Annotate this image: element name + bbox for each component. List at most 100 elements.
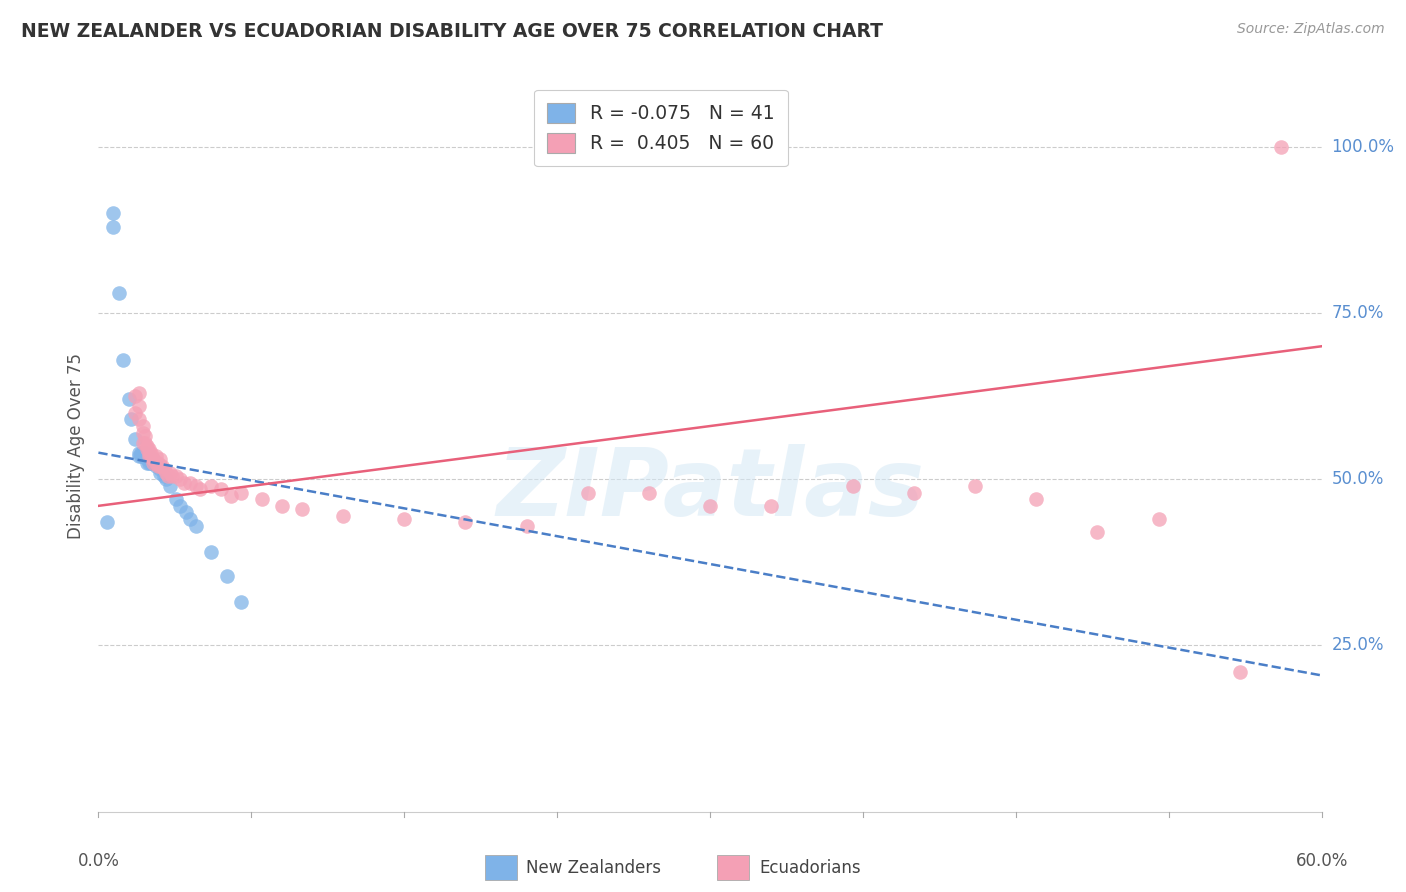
Point [134,429,156,443]
Point [145,449,167,463]
Point [145,458,167,473]
Text: ZIPatlas: ZIPatlas [496,444,924,536]
Point [209,482,232,496]
Point [173,475,195,490]
Point [124,389,146,403]
Point [155,466,177,480]
Point [270,499,294,513]
Point [454,516,477,530]
Point [699,499,721,513]
Point [1085,525,1108,540]
Point [124,433,146,447]
Point [101,206,124,220]
Point [149,452,172,467]
Point [142,452,165,467]
Point [142,456,165,470]
Point [132,445,155,459]
Point [134,447,156,461]
Point [132,445,155,459]
Point [156,469,179,483]
Legend: R = -0.075   N = 41, R =  0.405   N = 60: R = -0.075 N = 41, R = 0.405 N = 60 [534,90,789,166]
Point [138,456,160,470]
Point [145,456,167,470]
Point [101,219,124,234]
Point [136,442,159,457]
Text: 25.0%: 25.0% [1331,637,1384,655]
Point [291,502,314,516]
Point [129,445,152,459]
Point [146,458,169,473]
Point [124,406,146,420]
Point [1025,492,1047,507]
Point [141,449,163,463]
Point [128,399,150,413]
Point [146,456,169,470]
Point [165,492,187,507]
Point [149,466,172,480]
Point [149,462,172,476]
Text: Source: ZipAtlas.com: Source: ZipAtlas.com [1237,22,1385,37]
Text: Ecuadorians: Ecuadorians [759,859,860,877]
Point [96,516,118,530]
Point [136,449,159,463]
Point [179,512,201,526]
Point [152,462,174,476]
Point [134,445,156,459]
Point [169,472,191,486]
Point [155,472,177,486]
Point [159,466,181,480]
Point [149,458,172,473]
Point [132,449,155,463]
Point [150,458,173,473]
Point [132,419,155,434]
Point [159,479,181,493]
Point [231,485,253,500]
Point [637,485,661,500]
Text: 0.0%: 0.0% [77,852,120,870]
Point [141,445,163,459]
Point [231,595,253,609]
Point [250,492,273,507]
Point [179,475,201,490]
Point [142,452,165,467]
Point [128,412,150,426]
Point [128,445,150,459]
Text: 75.0%: 75.0% [1331,304,1384,322]
Point [188,482,212,496]
Point [111,352,134,367]
Point [160,469,183,483]
Point [136,456,159,470]
Point [200,479,222,493]
Point [138,452,160,467]
Point [1147,512,1170,526]
Point [174,506,197,520]
Point [138,449,160,463]
Point [138,445,160,459]
Point [132,435,155,450]
Text: 50.0%: 50.0% [1331,470,1384,488]
Point [128,449,150,463]
Point [141,456,163,470]
Point [138,449,160,463]
Text: New Zealanders: New Zealanders [526,859,661,877]
Point [120,412,142,426]
Point [138,442,160,457]
Point [392,512,416,526]
Point [761,499,783,513]
Point [215,568,238,582]
Point [965,479,987,493]
Point [576,485,599,500]
Point [142,456,165,470]
Point [108,286,131,301]
Text: 100.0%: 100.0% [1331,137,1395,156]
Point [200,545,222,559]
Text: 60.0%: 60.0% [1295,852,1348,870]
Point [118,392,141,407]
Point [129,449,152,463]
Point [516,518,538,533]
Point [136,439,159,453]
Point [134,435,156,450]
Point [1270,140,1292,154]
Point [332,508,354,523]
Point [152,469,174,483]
